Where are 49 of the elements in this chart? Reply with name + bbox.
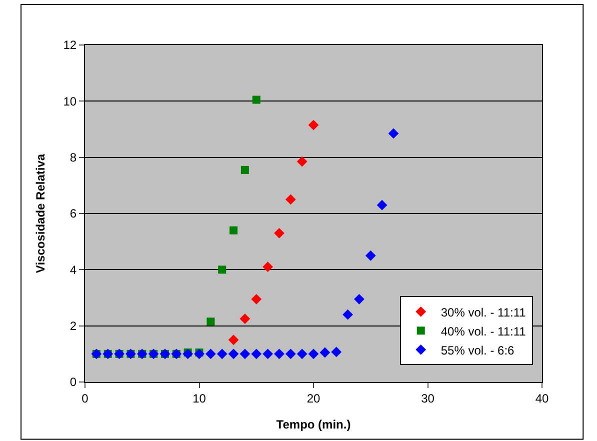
y-tick-label: 12 <box>63 38 77 52</box>
point <box>251 348 262 360</box>
point <box>205 348 216 360</box>
point <box>262 348 273 360</box>
y-tick-label: 10 <box>63 94 77 108</box>
point <box>228 348 239 360</box>
point <box>251 294 262 304</box>
point <box>388 128 399 139</box>
point <box>240 166 249 174</box>
x-axis-title: Tempo (min.) <box>276 417 351 432</box>
point <box>320 347 330 358</box>
x-tick-label: 20 <box>306 391 320 406</box>
point <box>216 348 228 360</box>
point <box>218 266 226 274</box>
point <box>240 314 250 324</box>
y-tick-label: 4 <box>70 262 77 277</box>
point <box>285 194 296 205</box>
y-tick-label: 8 <box>70 150 77 165</box>
point <box>308 120 319 130</box>
legend-label: 55% vol. - 6:6 <box>440 343 515 358</box>
point <box>274 228 284 238</box>
legend-label: 40% vol. - 11:11 <box>440 324 526 338</box>
point <box>252 96 260 104</box>
point <box>365 250 376 261</box>
x-tick-label: 0 <box>82 391 89 406</box>
x-tick-label: 10 <box>192 391 206 406</box>
point <box>296 348 308 360</box>
point <box>342 309 353 320</box>
point <box>182 348 194 360</box>
point <box>354 294 364 304</box>
point <box>194 348 204 360</box>
x-tick-label: 40 <box>535 391 549 406</box>
y-axis-title: Viscosidade Relativa <box>34 154 48 274</box>
point <box>228 334 239 346</box>
point <box>230 226 238 234</box>
point <box>274 348 284 360</box>
point <box>296 156 308 167</box>
point <box>376 200 388 210</box>
point <box>240 348 250 360</box>
x-tick-label: 30 <box>421 391 435 406</box>
legend-label: 30% vol. - 11:11 <box>440 305 526 320</box>
point <box>308 348 319 360</box>
point <box>262 262 273 272</box>
point <box>285 348 296 360</box>
y-tick-label: 0 <box>70 375 77 390</box>
point <box>331 346 342 358</box>
y-tick-label: 6 <box>70 206 77 221</box>
y-tick-label: 2 <box>70 319 77 334</box>
point <box>206 318 215 326</box>
